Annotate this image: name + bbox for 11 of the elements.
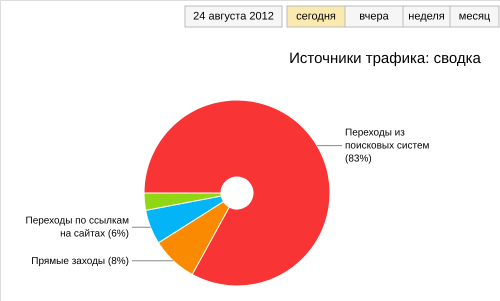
slice-label: Прямые заходы (8%) xyxy=(31,256,129,267)
text: 24 августа 2012 xyxy=(193,10,274,22)
slice-label: Переходы из поисковых систем xyxy=(345,128,430,152)
slice-label: Переходы по ссылкам на сайтах (6%) xyxy=(26,216,130,240)
text: неделя xyxy=(408,10,445,22)
donut-slice xyxy=(144,100,330,286)
text: сегодня xyxy=(296,10,336,22)
chart-title: Источники трафика: сводка xyxy=(289,50,482,67)
text: месяц xyxy=(458,10,491,22)
data-label: (83%) xyxy=(345,154,372,165)
text: вчера xyxy=(359,10,390,22)
